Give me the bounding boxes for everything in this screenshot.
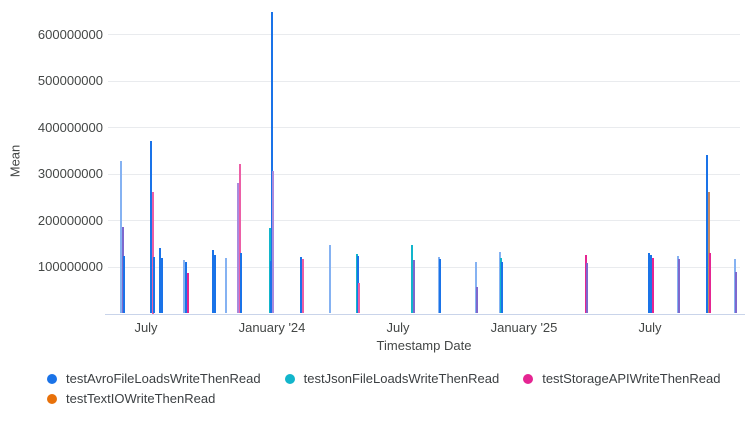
legend-label: testJsonFileLoadsWriteThenRead	[303, 371, 500, 386]
x-tick-label: July	[386, 319, 410, 335]
bar-spike[interactable]	[439, 259, 441, 314]
legend-label: testTextIOWriteThenRead	[66, 391, 216, 406]
bar-spike[interactable]	[650, 255, 652, 314]
bar-spike[interactable]	[476, 286, 478, 314]
bar-spike[interactable]	[272, 170, 274, 314]
legend-label: testAvroFileLoadsWriteThenRead	[66, 371, 261, 386]
bar-spike[interactable]	[586, 263, 588, 314]
bar-spike[interactable]	[358, 283, 360, 314]
y-tick-label: 100000000	[37, 259, 103, 275]
bar-spike[interactable]	[300, 257, 302, 314]
bar-spike[interactable]	[500, 262, 503, 314]
bar-spike[interactable]	[214, 255, 216, 314]
bar-spike[interactable]	[329, 245, 331, 314]
bar-spike[interactable]	[706, 154, 708, 314]
x-tick-label: July	[638, 319, 662, 335]
bar-spike[interactable]	[159, 247, 161, 314]
y-tick-label: 200000000	[37, 212, 103, 228]
bar-spike[interactable]	[121, 226, 124, 314]
gridline	[108, 173, 740, 175]
y-tick-label: 400000000	[37, 119, 103, 135]
bar-spike[interactable]	[186, 272, 189, 314]
bar-spike[interactable]	[734, 271, 737, 314]
bar-spike[interactable]	[708, 252, 711, 314]
bar-spike[interactable]	[225, 258, 227, 314]
legend: testAvroFileLoadsWriteThenRead testJsonFi…	[47, 371, 737, 406]
bar-spike[interactable]	[678, 258, 680, 314]
bar-spike[interactable]	[212, 249, 214, 314]
gridline	[108, 266, 740, 268]
bar-spike[interactable]	[120, 160, 122, 314]
bar-spike[interactable]	[237, 183, 239, 314]
gridline	[108, 80, 740, 82]
bar-spike[interactable]	[651, 258, 654, 314]
bar-spike[interactable]	[153, 257, 155, 314]
bar-spike[interactable]	[301, 259, 304, 314]
legend-dot	[523, 373, 534, 384]
bar-spike[interactable]	[411, 245, 413, 314]
bar-spike[interactable]	[161, 257, 163, 314]
legend-dot	[47, 393, 57, 404]
legend-item[interactable]: testTextIOWriteThenRead	[47, 391, 215, 406]
bar-spike[interactable]	[437, 257, 440, 314]
legend-item[interactable]: testJsonFileLoadsWriteThenRead	[284, 371, 500, 386]
gridline	[108, 127, 740, 129]
y-tick-label: 600000000	[37, 26, 103, 42]
y-axis-title: Mean	[7, 144, 23, 178]
bar-spike[interactable]	[182, 259, 185, 314]
x-axis-line	[105, 313, 745, 315]
bar-spike[interactable]	[238, 164, 241, 314]
bar-spike[interactable]	[184, 261, 187, 314]
y-tick-label: 500000000	[37, 73, 103, 89]
legend-dot	[284, 373, 295, 384]
bar-spike[interactable]	[648, 252, 650, 314]
bar-spike[interactable]	[240, 252, 242, 314]
bar-spike[interactable]	[151, 191, 154, 314]
bar-spike[interactable]	[150, 141, 152, 314]
bar-spike[interactable]	[123, 256, 125, 314]
gridline	[108, 220, 740, 222]
bar-spike[interactable]	[412, 259, 415, 314]
legend-item[interactable]: testAvroFileLoadsWriteThenRead	[47, 371, 261, 386]
legend-dot	[47, 373, 57, 384]
x-axis-title: Timestamp Date	[376, 338, 472, 353]
y-tick-label: 300000000	[37, 166, 103, 182]
gridline	[108, 34, 740, 36]
bar-spike[interactable]	[270, 11, 273, 314]
legend-label: testStorageAPIWriteThenRead	[542, 371, 721, 386]
bar-spike[interactable]	[356, 256, 359, 314]
x-tick-label: January '25	[490, 319, 558, 335]
legend-item[interactable]: testStorageAPIWriteThenRead	[523, 371, 720, 386]
x-tick-label: January '24	[238, 319, 306, 335]
x-tick-label: July	[134, 319, 158, 335]
